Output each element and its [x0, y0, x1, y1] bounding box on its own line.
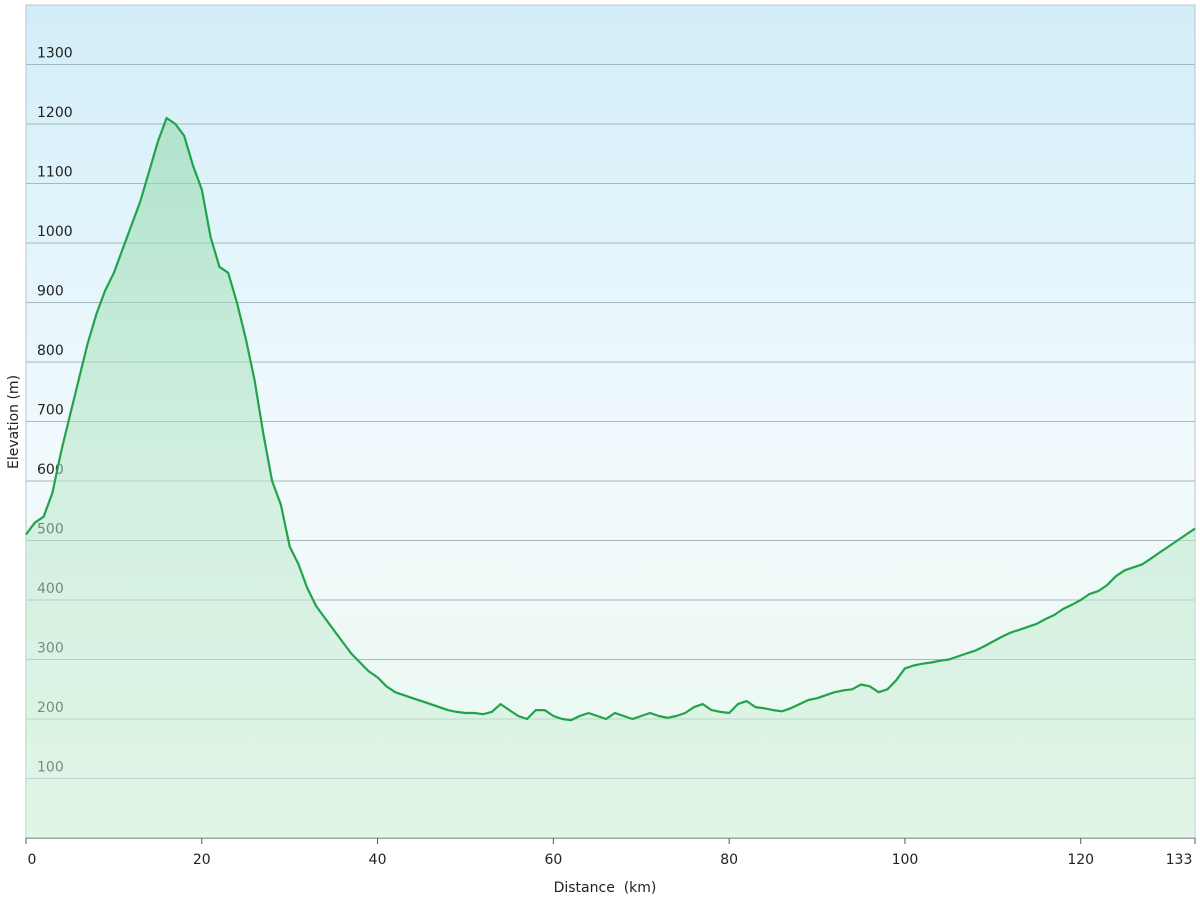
x-tick-label: 40: [369, 852, 387, 868]
elevation-line: [25, 116, 1196, 722]
x-tick-label: 0: [28, 852, 37, 868]
y-tick-label: 1300: [37, 46, 73, 62]
x-tick-label: 100: [892, 852, 919, 868]
y-tick-label: 1200: [37, 105, 73, 121]
y-tick-label: 700: [37, 403, 64, 419]
y-tick-label: 1000: [37, 224, 73, 240]
x-tick-label: 80: [720, 852, 738, 868]
x-tick-label: 120: [1067, 852, 1094, 868]
y-tick-label: 1100: [37, 165, 73, 181]
x-tick-label: 60: [544, 852, 562, 868]
x-tick-label: 20: [193, 852, 211, 868]
x-tick-label: 133: [1166, 852, 1193, 868]
x-axis-label: Distance (km): [554, 880, 657, 896]
area-fill: [26, 118, 1195, 838]
y-tick-label: 800: [37, 343, 64, 359]
y-axis-label: Elevation (m): [6, 375, 22, 469]
y-tick-label: 900: [37, 284, 64, 300]
